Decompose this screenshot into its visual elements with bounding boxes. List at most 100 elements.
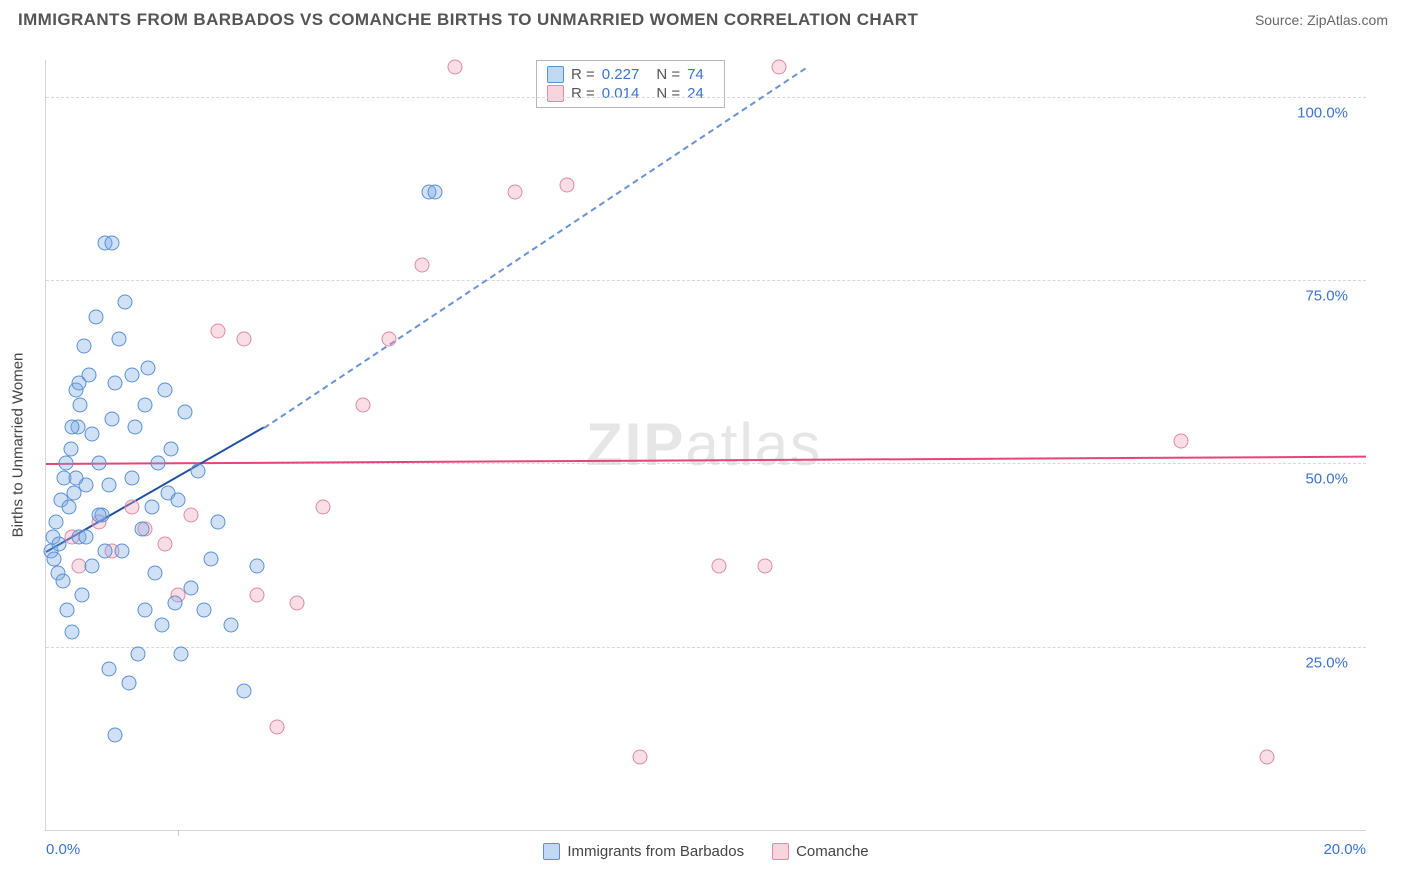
data-point — [91, 456, 106, 471]
data-point — [138, 603, 153, 618]
data-point — [65, 625, 80, 640]
data-point — [154, 617, 169, 632]
chart-container: Births to Unmarried Women ZIPatlas R = 0… — [45, 60, 1365, 830]
data-point — [237, 683, 252, 698]
y-tick-label: 75.0% — [1305, 288, 1348, 305]
data-point — [124, 500, 139, 515]
data-point — [60, 603, 75, 618]
data-point — [316, 500, 331, 515]
data-point — [250, 588, 265, 603]
data-point — [415, 258, 430, 273]
data-point — [204, 551, 219, 566]
watermark: ZIPatlas — [586, 410, 822, 479]
data-point — [147, 566, 162, 581]
data-point — [177, 405, 192, 420]
legend-swatch — [547, 66, 564, 83]
data-point — [124, 368, 139, 383]
y-axis-label: Births to Unmarried Women — [10, 353, 27, 538]
data-point — [88, 309, 103, 324]
header-bar: IMMIGRANTS FROM BARBADOS VS COMANCHE BIR… — [0, 0, 1406, 36]
data-point — [114, 544, 129, 559]
data-point — [85, 559, 100, 574]
legend-stat-row: R = 0.227 N = 74 — [547, 65, 714, 84]
data-point — [62, 500, 77, 515]
data-point — [151, 456, 166, 471]
data-point — [289, 595, 304, 610]
data-point — [91, 507, 106, 522]
chart-title: IMMIGRANTS FROM BARBADOS VS COMANCHE BIR… — [18, 10, 918, 30]
legend-n-label: N = — [656, 85, 680, 102]
data-point — [85, 427, 100, 442]
data-point — [758, 559, 773, 574]
data-point — [355, 397, 370, 412]
data-point — [128, 419, 143, 434]
data-point — [1174, 434, 1189, 449]
legend-stat-row: R = 0.014N = 24 — [547, 84, 714, 103]
data-point — [118, 295, 133, 310]
data-point — [101, 478, 116, 493]
x-tick-label: 20.0% — [1323, 841, 1366, 858]
x-tick-label: 0.0% — [46, 841, 80, 858]
data-point — [448, 60, 463, 75]
data-point — [138, 397, 153, 412]
data-point — [108, 375, 123, 390]
gridline — [46, 647, 1366, 648]
data-point — [184, 581, 199, 596]
legend-series: Immigrants from Barbados Comanche — [46, 843, 1366, 860]
legend-swatch — [543, 843, 560, 860]
legend-swatch — [547, 85, 564, 102]
data-point — [210, 515, 225, 530]
data-point — [507, 185, 522, 200]
plot-area: Births to Unmarried Women ZIPatlas R = 0… — [45, 60, 1366, 831]
data-point — [48, 515, 63, 530]
data-point — [64, 441, 79, 456]
data-point — [382, 331, 397, 346]
data-point — [101, 661, 116, 676]
data-point — [134, 522, 149, 537]
data-point — [141, 361, 156, 376]
data-point — [58, 456, 73, 471]
data-point — [237, 331, 252, 346]
legend-swatch — [772, 843, 789, 860]
y-tick-label: 50.0% — [1305, 471, 1348, 488]
data-point — [105, 412, 120, 427]
data-point — [171, 493, 186, 508]
data-point — [164, 441, 179, 456]
data-point — [157, 537, 172, 552]
data-point — [65, 419, 80, 434]
data-point — [144, 500, 159, 515]
data-point — [190, 463, 205, 478]
data-point — [157, 383, 172, 398]
data-point — [174, 647, 189, 662]
data-point — [73, 397, 88, 412]
data-point — [72, 375, 87, 390]
data-point — [108, 727, 123, 742]
data-point — [184, 507, 199, 522]
y-tick-label: 25.0% — [1305, 654, 1348, 671]
legend-series-label: Comanche — [796, 843, 869, 860]
data-point — [270, 720, 285, 735]
legend-series-label: Immigrants from Barbados — [567, 843, 744, 860]
data-point — [1260, 749, 1275, 764]
data-point — [68, 471, 83, 486]
data-point — [167, 595, 182, 610]
data-point — [250, 559, 265, 574]
legend-n-label: N = — [656, 66, 680, 83]
data-point — [131, 647, 146, 662]
data-point — [46, 551, 61, 566]
data-point — [197, 603, 212, 618]
gridline — [46, 97, 1366, 98]
legend-stats: R = 0.227 N = 74R = 0.014N = 24 — [536, 60, 725, 108]
legend-r-value: 0.227 — [602, 66, 640, 83]
legend-n-value: 74 — [687, 66, 704, 83]
data-point — [560, 177, 575, 192]
data-point — [124, 471, 139, 486]
data-point — [98, 544, 113, 559]
data-point — [223, 617, 238, 632]
data-point — [77, 339, 92, 354]
data-point — [78, 529, 93, 544]
legend-r-label: R = — [571, 66, 595, 83]
data-point — [75, 588, 90, 603]
data-point — [210, 324, 225, 339]
data-point — [105, 236, 120, 251]
